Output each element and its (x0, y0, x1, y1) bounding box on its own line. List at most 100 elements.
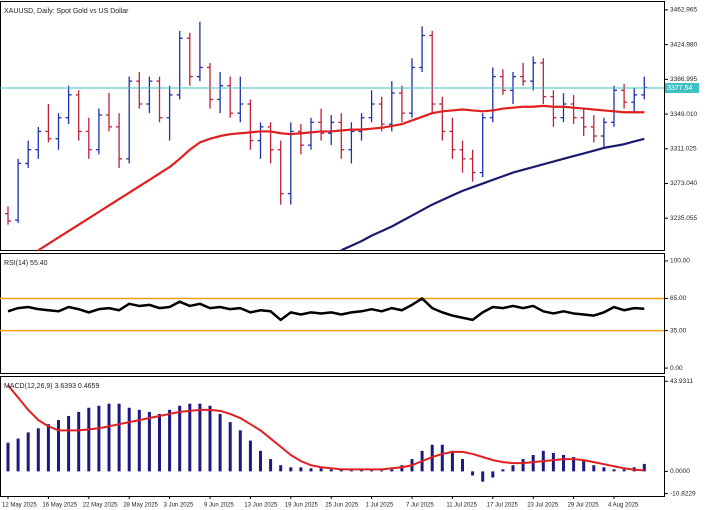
histogram-bar (77, 411, 81, 472)
histogram-bar (248, 440, 252, 472)
histogram-bar (349, 470, 353, 472)
histogram-bar (147, 411, 151, 472)
x-tick-label: 3 Jun 2025 (164, 503, 194, 509)
histogram-bar (309, 468, 313, 472)
signal-line (7, 384, 645, 472)
y-tick-label: 3349.010 (670, 111, 697, 118)
histogram-bar (562, 454, 565, 472)
histogram-bar (238, 430, 242, 472)
histogram-bar (521, 459, 525, 472)
histogram-bar (642, 463, 646, 472)
y-tick-label: 43.9311 (670, 378, 693, 385)
x-tick-label: 25 Jun 2025 (325, 503, 359, 509)
x-tick-label: 19 Jun 2025 (285, 503, 319, 509)
histogram-bar (450, 450, 454, 472)
x-tick-label: 16 May 2025 (42, 503, 77, 509)
histogram-bar (592, 465, 596, 472)
x-tick-label: 11 Jul 2025 (446, 503, 477, 509)
histogram-bar (602, 467, 606, 472)
y-tick-label: 3273.040 (670, 180, 697, 187)
histogram-bar (36, 428, 40, 472)
x-tick-label: 9 Jun 2025 (204, 503, 234, 509)
histogram-bar (198, 403, 202, 472)
histogram-bar (622, 469, 626, 472)
histogram-bar (127, 407, 131, 472)
panel-title: XAUUSD, Daily: Spot Gold vs US Dollar (4, 8, 129, 15)
panel-title: RSI(14) 55.40 (4, 260, 48, 267)
histogram-bar (370, 470, 374, 472)
histogram-bar (6, 442, 10, 472)
y-tick-label: 3462.965 (670, 7, 697, 14)
histogram-bar (400, 465, 404, 472)
histogram-bar (501, 469, 505, 472)
y-tick-label: 3386.995 (670, 76, 697, 83)
histogram-bar (57, 420, 60, 472)
y-tick-label: 0.0000 (670, 468, 690, 475)
histogram-bar (339, 469, 343, 472)
x-tick-label: 23 Jul 2025 (527, 503, 559, 509)
histogram-bar (440, 444, 444, 472)
y-tick-label: 3235.055 (670, 215, 697, 222)
histogram-bar (491, 471, 495, 478)
moving-average (340, 137, 645, 252)
histogram-bar (289, 467, 293, 472)
histogram-bar (380, 470, 384, 472)
x-tick-label: 12 May 2025 (2, 503, 37, 509)
histogram-bar (218, 413, 222, 472)
moving-average (37, 104, 645, 252)
y-tick-label: 3311.025 (670, 146, 697, 153)
histogram-bar (16, 438, 20, 472)
price-label: 3377.54 (667, 85, 692, 92)
y-tick-label: 100.00 (670, 258, 690, 265)
histogram-bar (188, 403, 192, 472)
histogram-bar (481, 471, 485, 482)
y-tick-label: 3424.980 (670, 41, 697, 48)
histogram-bar (551, 452, 555, 472)
histogram-bar (461, 459, 464, 472)
histogram-bar (572, 457, 576, 472)
x-tick-label: 22 May 2025 (83, 503, 118, 509)
histogram-bar (87, 407, 91, 472)
rsi-line (7, 297, 645, 322)
histogram-bar (26, 432, 30, 472)
histogram-bar (67, 415, 71, 472)
y-tick-label: 65.00 (670, 295, 687, 302)
y-tick-label: 0.00 (670, 365, 683, 372)
price-label-box (665, 82, 699, 93)
x-tick-label: 7 Jul 2025 (406, 503, 434, 509)
x-tick-label: 4 Aug 2025 (608, 503, 639, 509)
histogram-bar (117, 403, 121, 472)
x-tick-label: 13 Jun 2025 (244, 503, 278, 509)
histogram-bar (279, 465, 283, 472)
histogram-bar (208, 405, 212, 472)
panel-title: MACD(12,26,9) 3.6393 0.4659 (4, 383, 99, 390)
histogram-bar (299, 467, 303, 472)
histogram-bar (471, 471, 475, 476)
histogram-bar (390, 469, 394, 472)
histogram-bar (259, 450, 262, 472)
y-tick-label: 35.00 (670, 327, 687, 334)
histogram-bar (582, 461, 586, 472)
histogram-bar (360, 470, 363, 472)
histogram-bar (107, 403, 111, 472)
histogram-bar (137, 409, 141, 472)
histogram-bar (97, 405, 101, 472)
x-tick-label: 1 Jul 2025 (366, 503, 394, 509)
rsi-panel-frame (0, 253, 665, 374)
price-panel-frame (0, 1, 665, 251)
macd-panel-frame (0, 376, 665, 497)
histogram-bar (612, 469, 616, 472)
histogram-bar (511, 465, 515, 472)
histogram-bar (531, 454, 535, 472)
y-tick-label: -10.8229 (670, 490, 696, 497)
histogram-bar (158, 413, 161, 472)
histogram-bar (168, 409, 172, 472)
histogram-bar (178, 405, 182, 472)
x-tick-label: 17 Jul 2025 (487, 503, 519, 509)
histogram-bar (269, 459, 273, 472)
histogram-bar (228, 422, 232, 472)
histogram-bar (46, 424, 50, 472)
histogram-bar (319, 468, 323, 472)
